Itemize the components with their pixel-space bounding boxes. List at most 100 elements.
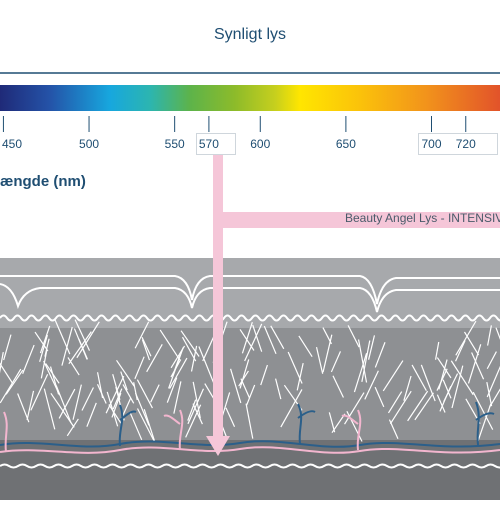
collagen-fiber xyxy=(332,375,344,398)
skin-subcutis xyxy=(0,440,500,500)
collagen-fiber xyxy=(129,412,143,441)
capillary-pink-1 xyxy=(163,409,184,451)
blood-vessel-pink xyxy=(0,446,500,454)
collagen-fiber xyxy=(239,359,250,389)
collagen-fiber xyxy=(192,381,201,419)
collagen-fiber xyxy=(260,364,268,386)
collagen-fiber xyxy=(187,399,197,421)
tick-label-550: 550 xyxy=(164,137,185,151)
spectrum-bar xyxy=(0,85,500,111)
collagen-fiber xyxy=(54,318,71,355)
collagen-fiber xyxy=(96,384,107,404)
collagen-fiber xyxy=(322,334,333,373)
skin-surface-line-2 xyxy=(0,283,500,313)
tick-label-500: 500 xyxy=(79,137,100,151)
tick-label-720: 720 xyxy=(455,137,476,151)
skin-epidermis xyxy=(0,258,500,328)
collagen-fiber xyxy=(443,373,459,402)
collagen-fiber xyxy=(134,356,145,380)
collagen-fiber xyxy=(471,352,485,380)
collagen-fiber xyxy=(39,334,48,362)
collagen-fiber xyxy=(442,379,452,399)
collagen-fiber xyxy=(168,347,184,389)
tick-label-570: 570 xyxy=(198,137,219,151)
collagen-fiber xyxy=(134,392,150,426)
collagen-fiber xyxy=(451,365,464,409)
collagen-fiber xyxy=(486,365,500,398)
collagen-fiber xyxy=(43,388,56,430)
collagen-fiber xyxy=(0,368,22,404)
collagen-fiber xyxy=(74,319,91,351)
collagen-fiber xyxy=(45,363,60,384)
collagen-fiber xyxy=(411,364,427,391)
collagen-fiber xyxy=(280,389,303,428)
collagen-fiber xyxy=(328,412,336,433)
capillary-blue-2 xyxy=(297,403,316,445)
collagen-fiber xyxy=(143,409,156,442)
collagen-fiber xyxy=(434,341,440,360)
collagen-fiber xyxy=(467,344,482,384)
collagen-fibers xyxy=(0,318,500,443)
collagen-fiber xyxy=(438,359,448,390)
collagen-fiber xyxy=(76,321,100,359)
collagen-fiber xyxy=(159,329,181,361)
collagen-fiber xyxy=(181,336,197,362)
collagen-fiber xyxy=(315,346,324,374)
tick-marks xyxy=(2,116,467,132)
collagen-fiber xyxy=(263,325,277,355)
collagen-fiber xyxy=(146,344,163,373)
diagram-title: Synligt lys xyxy=(213,26,287,43)
collagen-fiber xyxy=(225,407,236,427)
collagen-fiber xyxy=(0,352,4,374)
epidermis-wave-line xyxy=(0,314,500,322)
light-beam-arrowhead xyxy=(206,436,230,456)
collagen-fiber xyxy=(3,334,12,361)
collagen-fiber xyxy=(73,328,88,360)
collagen-fiber xyxy=(287,351,303,384)
collagen-fiber xyxy=(81,387,94,411)
collagen-fiber xyxy=(136,379,153,409)
collagen-fiber xyxy=(450,360,474,396)
collagen-fiber xyxy=(330,351,342,373)
capillary-blue-1 xyxy=(118,404,137,447)
collagen-fiber xyxy=(275,378,282,400)
collagen-fiber xyxy=(43,360,61,396)
marker-box-570 xyxy=(196,133,236,155)
collagen-fiber xyxy=(487,325,492,346)
collagen-fiber xyxy=(58,388,76,419)
tick-label-600: 600 xyxy=(250,137,271,151)
collagen-fiber xyxy=(353,353,368,393)
collagen-fiber xyxy=(108,404,122,424)
collagen-fiber xyxy=(141,339,151,361)
collagen-fiber xyxy=(26,390,35,421)
collagen-fiber xyxy=(44,338,50,357)
capillary-pink-3 xyxy=(3,411,8,453)
collagen-fiber xyxy=(67,357,80,376)
collagen-fiber xyxy=(136,408,156,443)
collagen-fiber xyxy=(244,323,263,362)
collagen-fiber xyxy=(420,364,436,402)
collagen-fiber xyxy=(17,393,30,423)
collagen-fiber xyxy=(436,394,446,413)
collagen-fiber xyxy=(106,391,119,427)
collagen-fiber xyxy=(331,413,346,434)
collagen-fiber xyxy=(361,340,371,383)
tick-label-700: 700 xyxy=(421,137,442,151)
collagen-fiber xyxy=(173,381,182,414)
collagen-fiber xyxy=(230,368,242,404)
collagen-fiber xyxy=(252,324,263,352)
collagen-fiber xyxy=(185,404,202,438)
tick-label-650: 650 xyxy=(335,137,356,151)
collagen-fiber xyxy=(30,373,49,411)
collagen-fiber xyxy=(245,403,254,439)
collagen-fiber xyxy=(495,327,500,340)
collagen-fiber xyxy=(357,339,368,383)
collagen-fiber xyxy=(364,370,379,400)
collagen-fiber xyxy=(414,392,434,421)
collagen-fiber xyxy=(382,360,404,392)
collagen-fiber xyxy=(389,390,412,425)
collagen-fiber xyxy=(39,325,51,354)
collagen-fiber xyxy=(150,384,160,403)
